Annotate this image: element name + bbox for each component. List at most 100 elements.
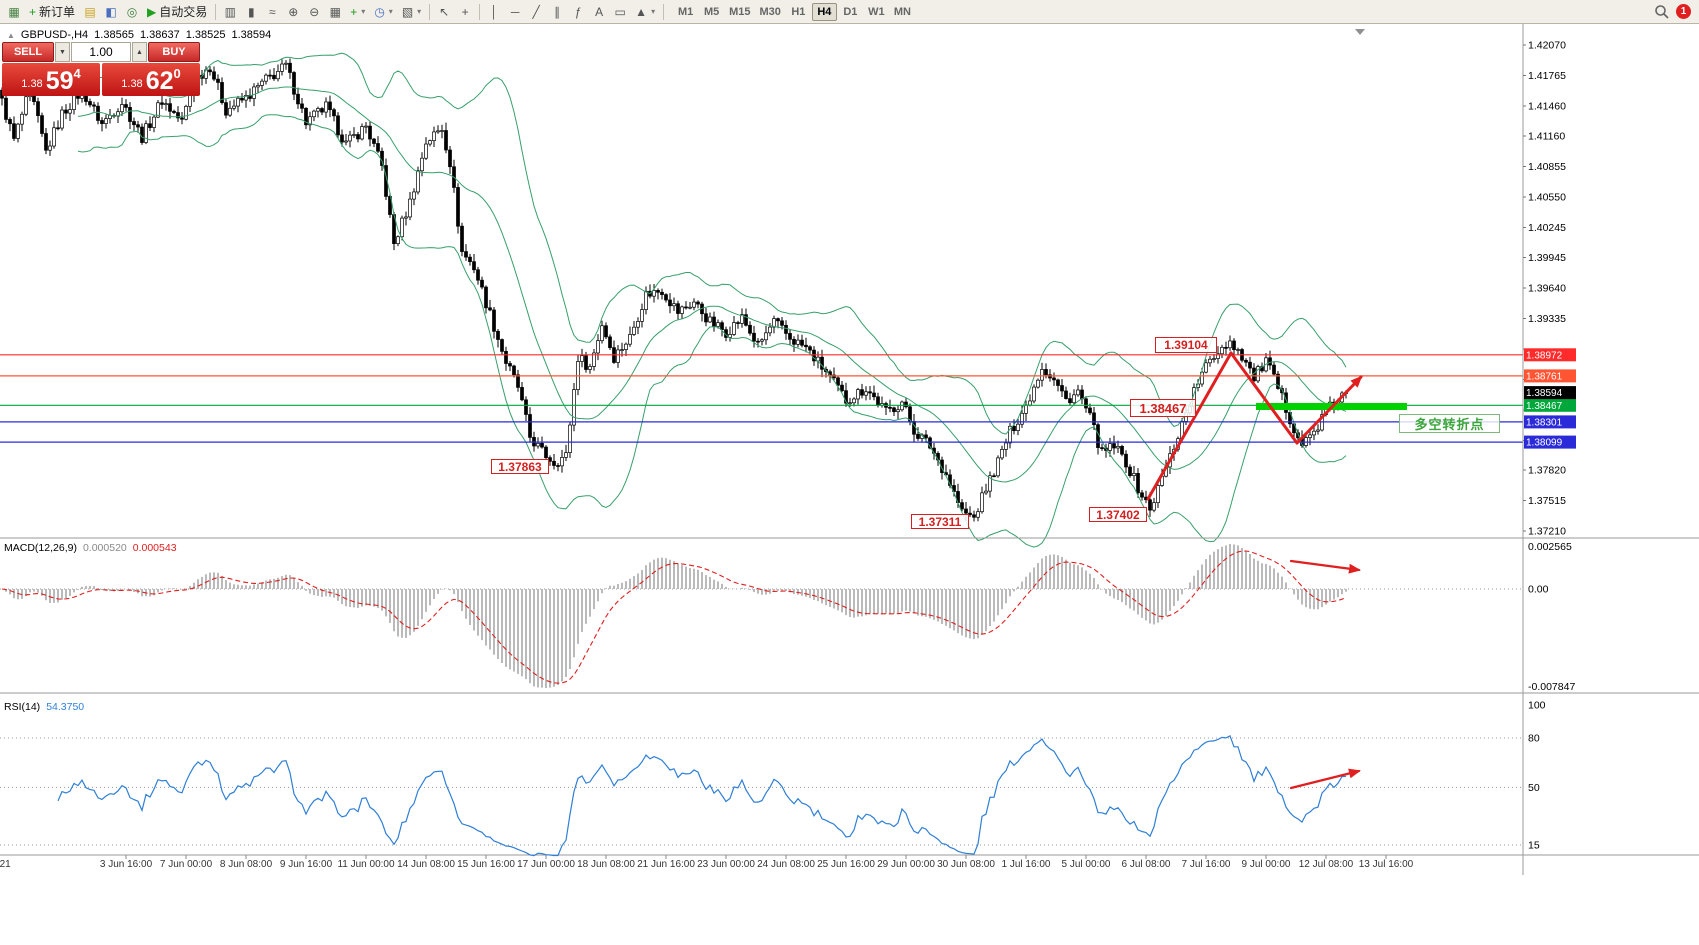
svg-text:11 Jun 00:00: 11 Jun 00:00 xyxy=(337,859,395,870)
svg-text:1.38099: 1.38099 xyxy=(1526,438,1563,449)
zoom-in-button[interactable]: ⊕ xyxy=(283,2,303,22)
auto-trading-button[interactable]: ▶ 自动交易 xyxy=(143,2,211,22)
svg-text:12 Jul 08:00: 12 Jul 08:00 xyxy=(1299,859,1354,870)
date-axis: 3 Jun 2021 3 Jun 16:00 7 Jun 00:00 8 Jun 08… xyxy=(0,855,1414,870)
chart-icon: ▲ xyxy=(7,30,15,40)
svg-text:3 Jun 16:00: 3 Jun 16:00 xyxy=(100,859,153,870)
cursor-button[interactable]: ↖ xyxy=(434,2,454,22)
sell-price-display[interactable]: 1.38 59 4 xyxy=(2,63,100,96)
svg-text:23 Jun 00:00: 23 Jun 00:00 xyxy=(697,859,755,870)
price-callout[interactable]: 1.37863 xyxy=(491,459,549,474)
svg-text:13 Jul 16:00: 13 Jul 16:00 xyxy=(1359,859,1414,870)
trendline-button[interactable]: ╱ xyxy=(526,2,546,22)
svg-text:3 Jun 2021: 3 Jun 2021 xyxy=(0,859,11,870)
new-order-button[interactable]: + 新订单 xyxy=(25,2,79,22)
symbol-period-label: GBPUSD-,H4 xyxy=(20,29,89,41)
templates-button[interactable]: ▧ ▾ xyxy=(398,2,425,22)
bollinger-bands xyxy=(77,52,1347,548)
macd-histogram xyxy=(5,544,1347,688)
auto-trading-button-label: 自动交易 xyxy=(159,5,208,19)
tile-windows-icon: ▦ xyxy=(329,4,341,19)
periods-button[interactable]: ◷ ▾ xyxy=(370,2,397,22)
cursor-icon: ↖ xyxy=(439,4,450,19)
notification-badge[interactable]: 1 xyxy=(1676,4,1691,19)
price-callout[interactable]: 1.37402 xyxy=(1089,507,1147,522)
price-callout[interactable]: 1.38467 xyxy=(1130,399,1196,417)
macd-arrow-annotation[interactable] xyxy=(1289,559,1361,574)
fibonacci-icon: ƒ xyxy=(574,4,582,19)
shapes-button[interactable]: ▲ ▾ xyxy=(631,2,659,22)
search-icon[interactable] xyxy=(1654,4,1670,20)
channel-button[interactable]: ∥ xyxy=(547,2,567,22)
timeframe-h1[interactable]: H1 xyxy=(786,3,811,21)
periods-icon: ◷ xyxy=(374,4,385,19)
candle-chart-icon: ▮ xyxy=(247,4,255,19)
label-button[interactable]: ▭ xyxy=(610,2,630,22)
channel-icon: ∥ xyxy=(554,4,561,19)
volume-down-button[interactable]: ▼ xyxy=(55,42,70,62)
bar-chart-button[interactable]: ▥ xyxy=(220,2,240,22)
market-watch-button[interactable]: ◧ xyxy=(101,2,121,22)
fibonacci-button[interactable]: ƒ xyxy=(568,2,588,22)
timeframe-m30[interactable]: M30 xyxy=(755,3,784,21)
toolbar-separator xyxy=(215,3,217,20)
horizontal-line-button[interactable]: ─ xyxy=(505,2,525,22)
turning-point-note[interactable]: 多空转折点 xyxy=(1399,414,1500,433)
buy-price-prefix: 1.38 xyxy=(121,78,143,90)
svg-text:1.40855: 1.40855 xyxy=(1528,161,1566,173)
timeframe-m1[interactable]: M1 xyxy=(673,3,698,21)
svg-text:1.37820: 1.37820 xyxy=(1528,465,1566,477)
chevron-down-icon: ▾ xyxy=(417,7,422,16)
timeframe-mn[interactable]: MN xyxy=(890,3,915,21)
sell-price-big: 59 xyxy=(45,67,74,95)
candle-chart-button[interactable]: ▮ xyxy=(241,2,261,22)
timeframe-w1[interactable]: W1 xyxy=(864,3,889,21)
data-window-button[interactable]: ◎ xyxy=(122,2,142,22)
line-chart-button[interactable]: ≈ xyxy=(262,2,282,22)
buy-price-display[interactable]: 1.38 62 0 xyxy=(102,63,200,96)
new-chart-button[interactable]: ▦ xyxy=(4,2,24,22)
price-callout[interactable]: 1.37311 xyxy=(911,514,969,529)
tile-windows-button[interactable]: ▦ xyxy=(325,2,345,22)
timeframe-h4[interactable]: H4 xyxy=(811,2,837,21)
zoom-out-button[interactable]: ⊖ xyxy=(304,2,324,22)
svg-text:1.40550: 1.40550 xyxy=(1528,192,1566,204)
svg-text:1.39945: 1.39945 xyxy=(1528,252,1566,264)
toolbar-separator xyxy=(429,3,431,20)
indicators-button[interactable]: + ▾ xyxy=(346,2,369,22)
crosshair-button[interactable]: + xyxy=(455,2,475,22)
svg-text:1.37210: 1.37210 xyxy=(1528,526,1566,538)
svg-text:15 Jun 16:00: 15 Jun 16:00 xyxy=(457,859,515,870)
svg-text:15: 15 xyxy=(1528,840,1540,852)
trend-arrow-annotation[interactable] xyxy=(1146,351,1363,501)
svg-text:1.41160: 1.41160 xyxy=(1528,131,1565,143)
buy-price-big: 62 xyxy=(145,67,174,95)
svg-text:30 Jun 08:00: 30 Jun 08:00 xyxy=(937,859,995,870)
svg-text:6 Jul 08:00: 6 Jul 08:00 xyxy=(1122,859,1171,870)
buy-button[interactable]: BUY xyxy=(148,42,200,62)
profiles-button[interactable]: ▤ xyxy=(80,2,100,22)
svg-text:0.002565: 0.002565 xyxy=(1528,541,1572,553)
svg-text:1.38594: 1.38594 xyxy=(1526,388,1563,399)
vertical-line-button[interactable]: │ xyxy=(484,2,504,22)
volume-up-button[interactable]: ▲ xyxy=(132,42,147,62)
rsi-levels: 100 80 50 15 xyxy=(0,700,1546,852)
text-button[interactable]: A xyxy=(589,2,609,22)
volume-input[interactable] xyxy=(71,42,131,62)
rsi-arrow-annotation[interactable] xyxy=(1289,768,1361,790)
shapes-icon: ▲ xyxy=(635,4,648,19)
timeframe-m15[interactable]: M15 xyxy=(725,3,754,21)
timeframe-m5[interactable]: M5 xyxy=(699,3,724,21)
ohlc-high: 1.38637 xyxy=(139,29,180,41)
svg-text:8 Jun 08:00: 8 Jun 08:00 xyxy=(220,859,273,870)
label-icon: ▭ xyxy=(614,4,626,19)
price-callout[interactable]: 1.39104 xyxy=(1155,337,1217,353)
svg-text:14 Jun 08:00: 14 Jun 08:00 xyxy=(397,859,455,870)
svg-text:5 Jul 00:00: 5 Jul 00:00 xyxy=(1062,859,1111,870)
timeframe-d1[interactable]: D1 xyxy=(838,3,863,21)
sell-button[interactable]: SELL xyxy=(2,42,54,62)
svg-text:29 Jun 00:00: 29 Jun 00:00 xyxy=(877,859,935,870)
svg-text:1.38761: 1.38761 xyxy=(1526,371,1563,382)
chart-shift-marker[interactable] xyxy=(1355,29,1365,35)
